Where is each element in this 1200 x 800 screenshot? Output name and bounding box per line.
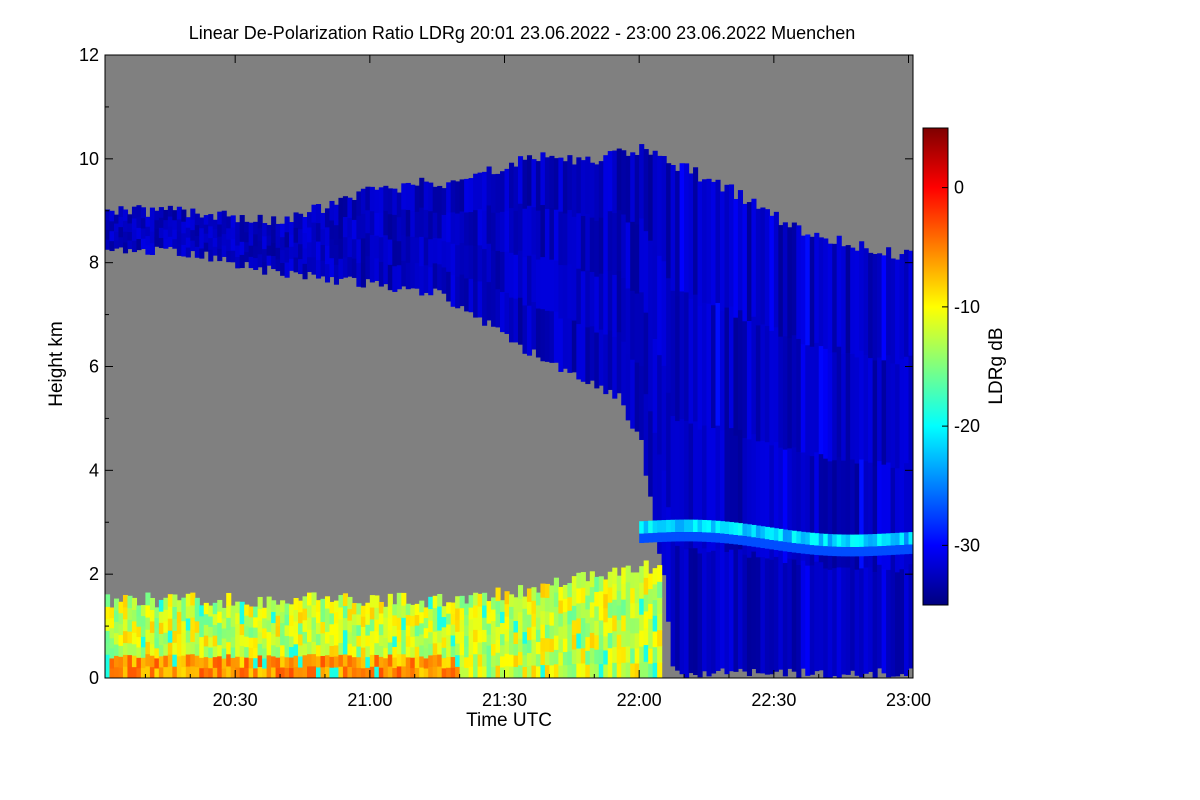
colorbar-label: LDRg dB: [986, 327, 1007, 404]
aerosol-region: [105, 560, 663, 678]
y-tick-label: 10: [79, 149, 99, 169]
x-tick-label: 22:00: [617, 690, 662, 710]
x-tick-label: 23:00: [886, 690, 931, 710]
y-tick-label: 6: [89, 357, 99, 377]
melting-band-region: [639, 519, 913, 557]
cirrus-region: [105, 144, 913, 678]
y-axis-label: Height km: [46, 321, 67, 407]
y-tick-label: 2: [89, 564, 99, 584]
colorbar-tick-label: -30: [954, 535, 980, 555]
x-axis-label: Time UTC: [466, 710, 552, 731]
x-tick-label: 21:00: [347, 690, 392, 710]
y-tick-label: 8: [89, 253, 99, 273]
y-tick-label: 4: [89, 460, 99, 480]
colorbar-ticks: 0 -10 -20 -30: [942, 178, 980, 555]
colorbar: 0 -10 -20 -30 LDRg dB: [922, 127, 1007, 606]
x-tick-label: 22:30: [751, 690, 796, 710]
colorbar-tick-label: -10: [954, 297, 980, 317]
ldr-heatmap: [105, 144, 913, 678]
x-axis: 20:30 21:00 21:30 22:00 22:30 23:00: [144, 55, 931, 710]
chart-title: Linear De-Polarization Ratio LDRg 20:01 …: [189, 23, 855, 43]
colorbar-tick-label: 0: [954, 178, 964, 198]
y-tick-label: 0: [89, 668, 99, 688]
colorbar-gradient: [922, 127, 949, 606]
colorbar-tick-label: -20: [954, 416, 980, 436]
plot-area: [104, 54, 914, 679]
x-tick-label: 20:30: [213, 690, 258, 710]
y-tick-label: 12: [79, 45, 99, 65]
x-tick-label: 21:30: [482, 690, 527, 710]
y-axis: 0 2 4 6 8 10 12: [79, 45, 913, 688]
